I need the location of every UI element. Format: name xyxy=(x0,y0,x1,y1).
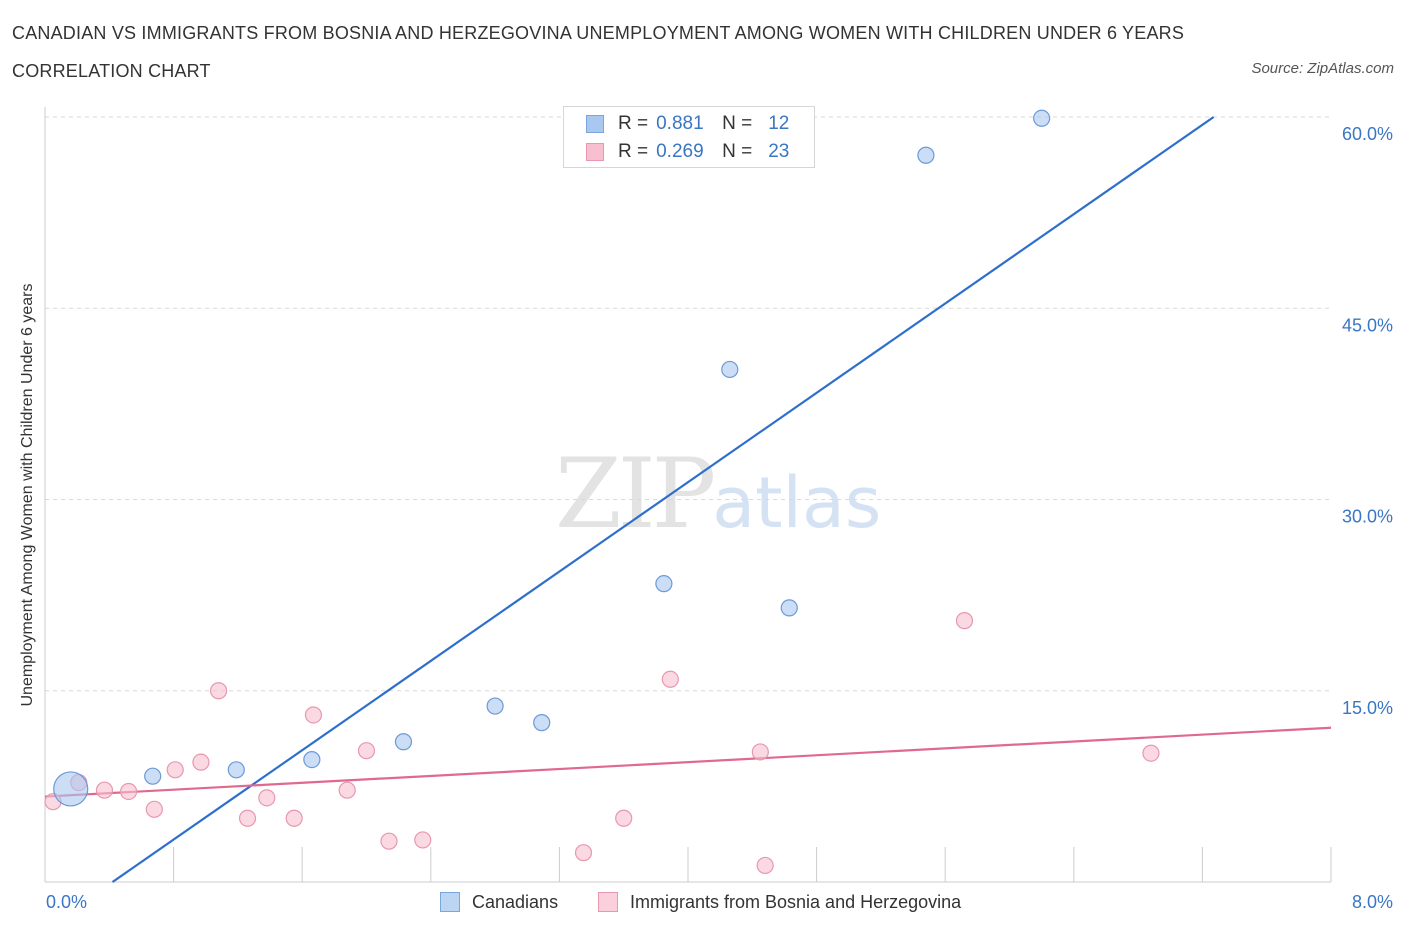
point-immigrants xyxy=(95,781,114,799)
legend-label-canadians: Canadians xyxy=(472,891,559,912)
immigrants-swatch xyxy=(586,143,604,161)
point-immigrants xyxy=(210,682,228,700)
point-immigrants xyxy=(414,831,432,849)
point-immigrants xyxy=(119,782,138,801)
point-canadians xyxy=(721,360,739,379)
y-tick-label: 60.0% xyxy=(1342,124,1393,144)
legend-item-immigrants[interactable]: Immigrants from Bosnia and Herzegovina xyxy=(598,889,961,915)
n-label: N = xyxy=(722,141,753,162)
point-immigrants xyxy=(380,832,398,850)
point-canadians xyxy=(394,733,413,751)
point-canadians xyxy=(144,767,162,785)
canadians-swatch xyxy=(586,115,604,133)
trend-lines xyxy=(44,116,1332,883)
legend-item-canadians[interactable]: Canadians xyxy=(440,889,558,915)
watermark: ZIPatlas xyxy=(555,438,881,550)
watermark-atlas: atlas xyxy=(712,462,882,544)
point-immigrants xyxy=(357,742,376,760)
data-points xyxy=(44,109,1160,875)
trend-line-canadians xyxy=(111,116,1215,883)
point-canadians xyxy=(780,599,798,617)
point-immigrants xyxy=(574,844,593,862)
point-immigrants xyxy=(955,612,974,630)
point-immigrants xyxy=(751,743,769,761)
point-canadians xyxy=(917,146,935,164)
r-label: R = xyxy=(618,141,649,162)
point-immigrants xyxy=(1142,744,1160,762)
series-legend: Canadians Immigrants from Bosnia and Her… xyxy=(0,889,1406,915)
y-axis-label: Unemployment Among Women with Children U… xyxy=(19,283,36,707)
trend-line-immigrants xyxy=(44,726,1332,798)
point-immigrants xyxy=(238,809,257,827)
y-tick-label: 45.0% xyxy=(1342,315,1393,335)
x-tick-label: 0.0% xyxy=(46,892,87,912)
point-canadians xyxy=(655,575,673,593)
point-immigrants xyxy=(285,809,303,827)
point-canadians xyxy=(533,714,551,732)
canadians-legend-swatch xyxy=(440,892,460,912)
axes xyxy=(44,107,1332,883)
point-immigrants xyxy=(304,706,323,724)
point-immigrants xyxy=(338,781,356,799)
chart-title: CANADIAN VS IMMIGRANTS FROM BOSNIA AND H… xyxy=(12,23,1185,81)
point-immigrants xyxy=(615,809,633,827)
x-tick-label: 8.0% xyxy=(1352,892,1393,912)
stats-row-immigrants: R = 0.269 N = 23 xyxy=(586,141,789,163)
r-value: 0.269 xyxy=(656,141,704,162)
stats-legend: R = 0.881 N = 12 R = 0.269 N = 23 xyxy=(563,106,815,168)
legend-label-immigrants: Immigrants from Bosnia and Herzegovina xyxy=(630,891,962,912)
point-immigrants xyxy=(756,856,774,875)
point-canadians xyxy=(303,750,321,769)
point-immigrants xyxy=(258,789,276,807)
y-tick-label: 30.0% xyxy=(1342,507,1393,527)
point-canadians xyxy=(227,761,245,779)
n-value: 12 xyxy=(768,113,790,134)
tick-labels: 15.0% 30.0% 45.0% 60.0% 0.0% 8.0% xyxy=(46,124,1393,912)
immigrants-legend-swatch xyxy=(598,892,618,912)
r-label: R = xyxy=(618,113,649,134)
source-label: Source: ZipAtlas.com xyxy=(1251,60,1394,77)
grid xyxy=(45,116,1331,692)
watermark-zip: ZIP xyxy=(555,438,716,550)
stats-row-canadians: R = 0.881 N = 12 xyxy=(586,113,789,135)
point-immigrants xyxy=(192,753,210,771)
point-canadians xyxy=(53,771,89,807)
y-tick-label: 15.0% xyxy=(1342,698,1393,718)
n-label: N = xyxy=(722,113,753,134)
point-immigrants xyxy=(661,670,679,688)
point-canadians xyxy=(1033,109,1051,127)
point-canadians xyxy=(486,697,504,715)
n-value: 23 xyxy=(768,141,790,162)
r-value: 0.881 xyxy=(656,113,704,134)
point-immigrants xyxy=(166,761,184,779)
point-immigrants xyxy=(145,800,163,818)
